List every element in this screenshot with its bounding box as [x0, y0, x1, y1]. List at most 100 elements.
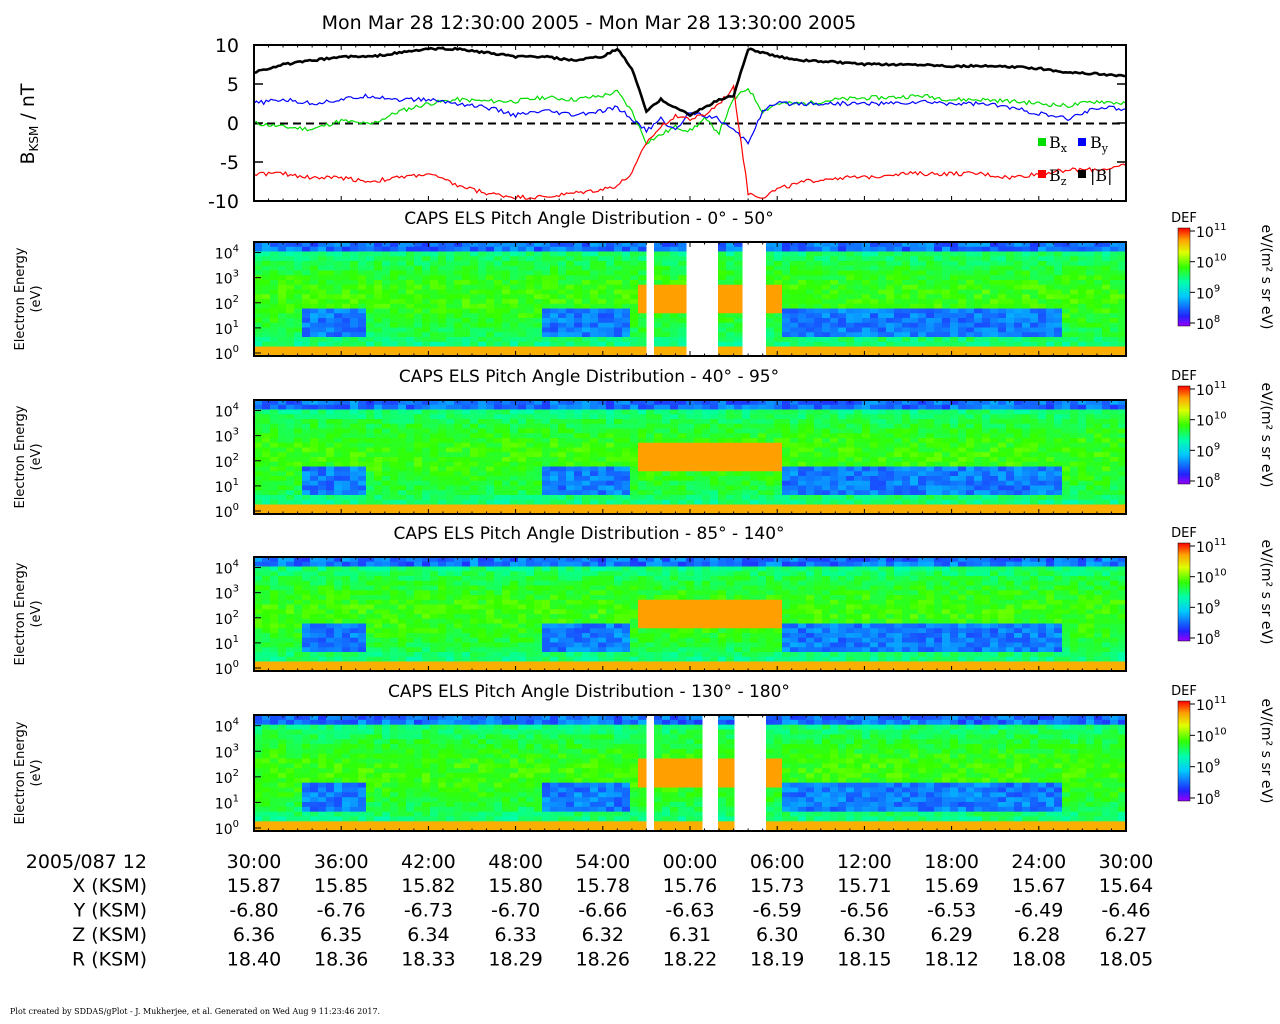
heat-cell	[614, 447, 623, 453]
heat-cell	[318, 289, 327, 295]
heat-cell	[846, 480, 855, 486]
heat-cell	[278, 423, 287, 429]
heat-cell	[318, 499, 327, 505]
heat-cell	[438, 318, 447, 324]
heat-cell	[254, 261, 263, 267]
heat-cell	[398, 428, 407, 434]
heat-cell	[1038, 294, 1047, 300]
heat-cell	[606, 242, 615, 248]
heat-cell	[1078, 265, 1087, 271]
heat-cell	[1110, 318, 1119, 324]
heat-cell	[614, 480, 623, 486]
heat-cell	[702, 414, 711, 420]
heat-cell	[894, 327, 903, 333]
heat-cell	[766, 409, 775, 415]
heat-cell	[366, 442, 375, 448]
heat-cell	[462, 461, 471, 467]
heat-cell	[1062, 318, 1071, 324]
heat-cell	[646, 457, 655, 463]
heat-cell	[790, 346, 799, 352]
heat-cell	[790, 471, 799, 477]
heat-cell	[278, 461, 287, 467]
heat-cell	[614, 428, 623, 434]
heat-cell	[366, 419, 375, 425]
heat-cell	[366, 447, 375, 453]
heat-cell	[326, 457, 335, 463]
heat-cell	[806, 294, 815, 300]
heat-cell	[310, 337, 319, 343]
heat-cell	[846, 400, 855, 406]
heat-cell	[358, 246, 367, 252]
heat-cell	[390, 447, 399, 453]
heat-cell	[934, 509, 943, 515]
heat-cell	[846, 490, 855, 496]
heat-cell	[422, 409, 431, 415]
heat-cell	[734, 466, 743, 472]
heat-cell	[702, 485, 711, 491]
heat-cell	[462, 313, 471, 319]
heat-cell	[566, 275, 575, 281]
heat-cell	[974, 433, 983, 439]
heat-cell	[502, 280, 511, 286]
heat-cell	[598, 485, 607, 491]
heat-cell	[886, 490, 895, 496]
heat-cell	[310, 471, 319, 477]
heat-cell	[446, 452, 455, 458]
heat-cell	[518, 332, 527, 338]
heat-cell	[734, 318, 743, 324]
heat-cell	[726, 400, 735, 406]
heat-cell	[590, 294, 599, 300]
heat-cell	[350, 299, 359, 305]
heat-cell	[358, 433, 367, 439]
heat-cell	[502, 452, 511, 458]
heat-cell	[854, 351, 863, 357]
heat-cell	[406, 509, 415, 515]
heat-cell	[1022, 261, 1031, 267]
heat-cell	[622, 457, 631, 463]
heat-cell	[526, 246, 535, 252]
heat-cell	[958, 404, 967, 410]
heat-cell	[510, 322, 519, 328]
heat-cell	[814, 322, 823, 328]
heat-cell	[702, 480, 711, 486]
heat-cell	[286, 495, 295, 501]
heat-cell	[518, 256, 527, 262]
heat-cell	[870, 294, 879, 300]
heat-cell	[734, 303, 743, 309]
heat-cell	[350, 480, 359, 486]
heat-cell	[1054, 303, 1063, 309]
heat-cell	[262, 457, 271, 463]
heat-cell	[438, 438, 447, 444]
heat-cell	[510, 419, 519, 425]
heat-cell	[718, 414, 727, 420]
heat-cell	[838, 327, 847, 333]
colorbar-tick-label: 1010	[1196, 253, 1227, 272]
heat-cell	[446, 438, 455, 444]
heat-cell	[750, 419, 759, 425]
heat-cell	[654, 322, 663, 328]
heat-cell	[318, 438, 327, 444]
heat-cell	[270, 275, 279, 281]
heat-cell	[1102, 242, 1111, 248]
heat-cell	[758, 466, 767, 472]
heat-cell	[1086, 265, 1095, 271]
heat-cell	[566, 265, 575, 271]
heat-cell	[550, 280, 559, 286]
heat-cell	[710, 404, 719, 410]
heat-cell	[966, 280, 975, 286]
heat-cell	[838, 341, 847, 347]
heat-cell	[1078, 284, 1087, 290]
heat-cell	[254, 308, 263, 314]
heat-cell	[494, 400, 503, 406]
heat-cell	[702, 471, 711, 477]
heat-cell	[422, 457, 431, 463]
heat-cell	[910, 341, 919, 347]
heat-cell	[1070, 327, 1079, 333]
heat-cell	[934, 270, 943, 276]
heat-cell	[374, 457, 383, 463]
heat-cell	[822, 294, 831, 300]
heat-cell	[590, 423, 599, 429]
heat-cell	[526, 303, 535, 309]
